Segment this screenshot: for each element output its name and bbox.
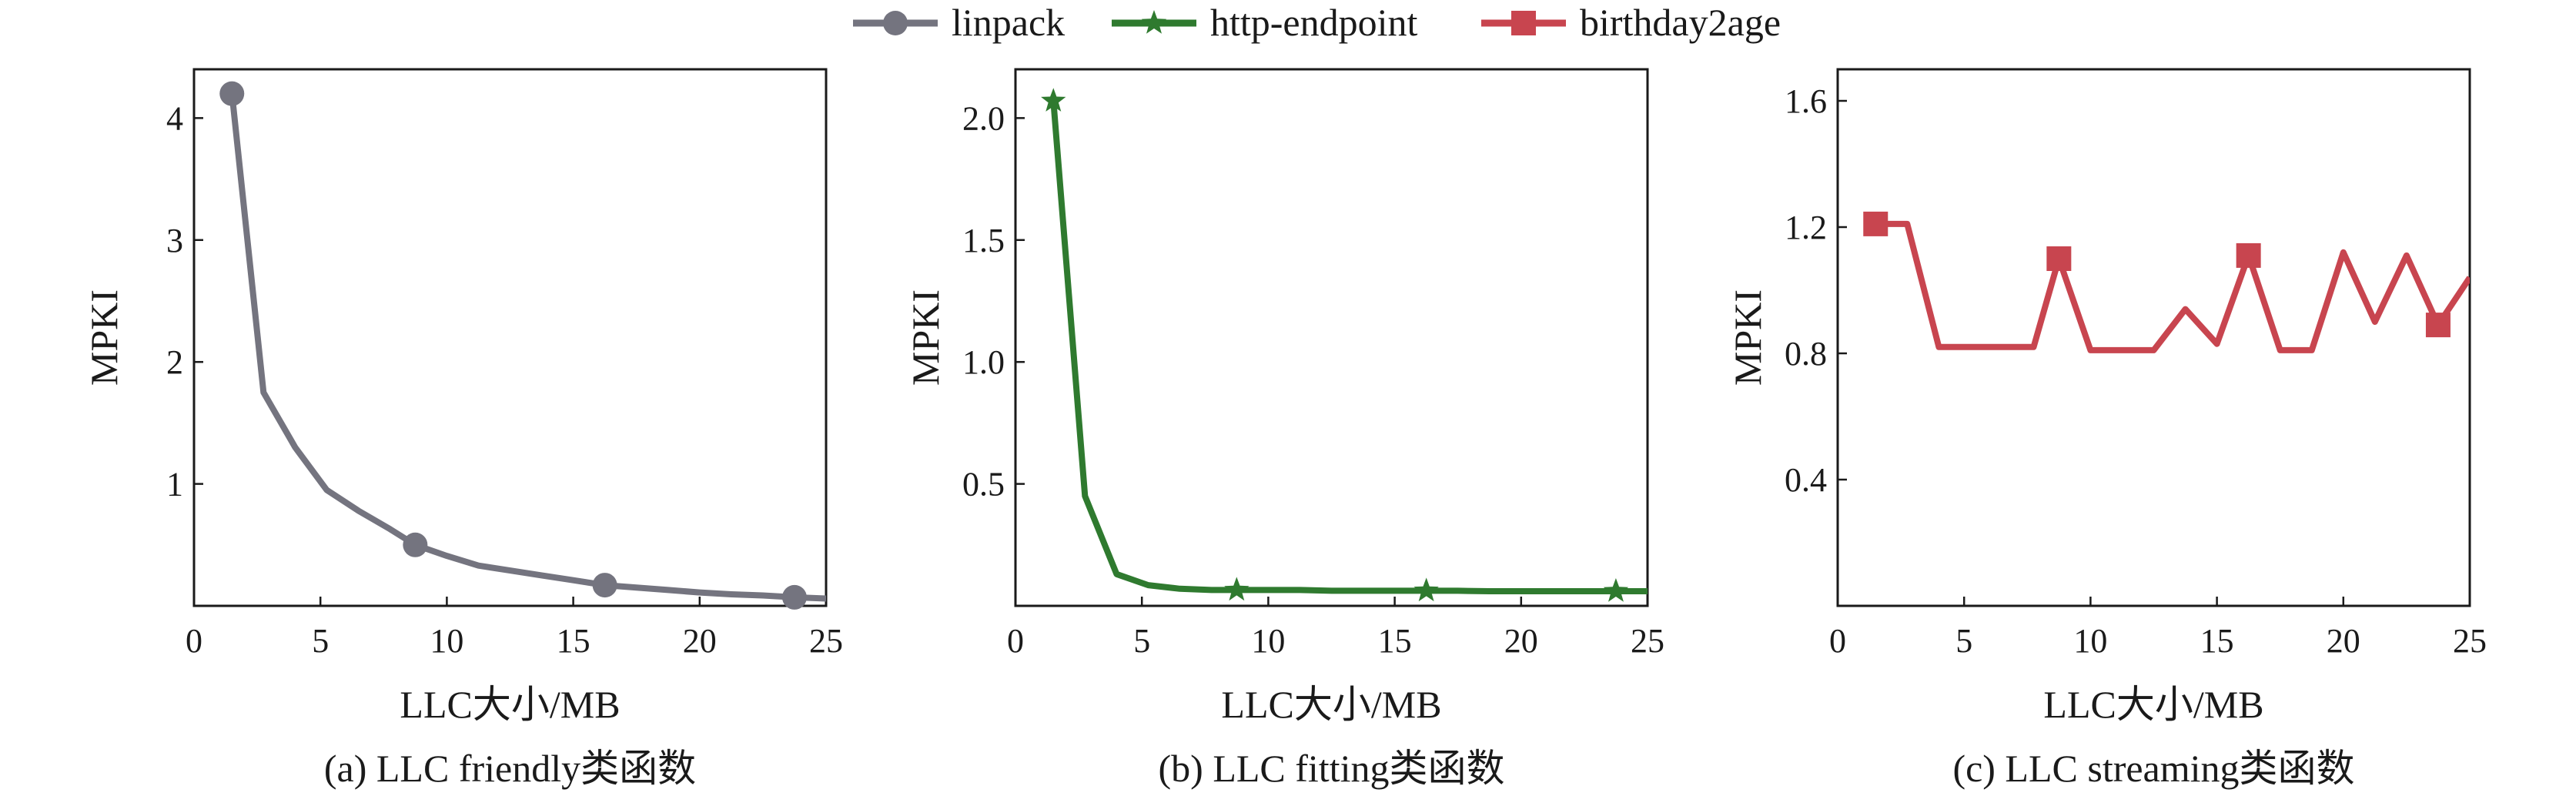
chart-panel-1: 0 5 10 15 20 25 1 2 3 4 MPKI LLC大小/MB (a) LLC friend… [82, 68, 843, 790]
x-tick-label: 20 [2327, 622, 2360, 660]
x-tick-label: 25 [1631, 622, 1664, 660]
y-tick-label: 3 [166, 222, 183, 259]
series-line-linpack [229, 93, 826, 602]
panel-caption: (b) LLC fitting类函数 [1159, 747, 1505, 790]
x-axis-label: LLC大小/MB [400, 683, 620, 726]
x-tick-label: 25 [809, 622, 843, 660]
x-tick-label: 0 [1007, 622, 1024, 660]
x-tick-label: 5 [1133, 622, 1150, 660]
y-axis-label: MPKI [1726, 289, 1769, 386]
y-tick-label: 1.6 [1785, 82, 1827, 120]
x-tick-label: 25 [2453, 622, 2487, 660]
x-tick-label: 20 [683, 622, 717, 660]
y-tick-label: 1.5 [962, 222, 1005, 259]
y-tick-label: 1.0 [962, 343, 1005, 381]
data-point-linpack [592, 573, 617, 598]
x-tick-label: 10 [1251, 622, 1285, 660]
chart-panel-3: 0 5 10 15 20 25 0.4 0.8 1.2 1.6 MPKI LLC大小/MB (c) LL… [1726, 68, 2487, 790]
y-axis-label: MPKI [82, 289, 125, 386]
y-tick-label: 0.8 [1785, 335, 1827, 373]
y-tick-label: 1 [166, 466, 183, 503]
x-tick-label: 0 [1829, 622, 1846, 660]
data-point-http-endpoint [1041, 88, 1066, 112]
y-tick-label: 0.4 [1785, 461, 1827, 499]
x-tick-label: 10 [430, 622, 463, 660]
data-point-http-endpoint [1603, 578, 1629, 602]
data-point-birthday2age [2236, 242, 2261, 268]
data-point-linpack [219, 81, 245, 106]
x-tick-label: 15 [557, 622, 590, 660]
data-point-http-endpoint [1224, 577, 1250, 601]
x-tick-label: 10 [2073, 622, 2107, 660]
plot-frame [1836, 68, 2471, 607]
y-tick-label: 4 [166, 99, 183, 137]
data-point-birthday2age [1863, 211, 1889, 236]
series-line-http-endpoint [1050, 100, 1648, 594]
y-tick-label: 2.0 [962, 99, 1005, 137]
x-tick-label: 15 [1378, 622, 1412, 660]
chart-panel-2: 0 5 10 15 20 25 0.5 1.0 1.5 2.0 MPKI LLC大小/MB (b) LL… [904, 68, 1664, 790]
x-tick-label: 5 [312, 622, 329, 660]
panel-caption: (c) LLC streaming类函数 [1952, 747, 2354, 790]
legend-label: http-endpoint [1210, 1, 1418, 44]
legend: linpack http-endpoint birthday2age [853, 1, 1781, 44]
legend-item-birthday2age: birthday2age [1481, 1, 1781, 44]
data-point-http-endpoint [1413, 577, 1439, 602]
legend-item-linpack: linpack [853, 1, 1065, 44]
data-point-birthday2age [2425, 313, 2451, 338]
legend-marker [1511, 11, 1536, 35]
x-tick-label: 15 [2200, 622, 2234, 660]
x-tick-label: 5 [1955, 622, 1972, 660]
x-axis-label: LLC大小/MB [2043, 683, 2263, 726]
plot-frame [192, 68, 828, 607]
y-axis-label: MPKI [904, 289, 947, 386]
y-tick-label: 0.5 [962, 466, 1005, 503]
legend-label: birthday2age [1580, 1, 1781, 44]
series-line-birthday2age [1875, 220, 2470, 353]
legend-label: linpack [952, 1, 1065, 44]
panel-caption: (a) LLC friendly类函数 [324, 747, 696, 790]
y-tick-label: 1.2 [1785, 209, 1827, 246]
legend-item-http-endpoint: http-endpoint [1112, 1, 1418, 44]
y-tick-label: 2 [166, 343, 183, 381]
data-point-linpack [403, 532, 428, 557]
x-tick-label: 20 [1504, 622, 1538, 660]
x-axis-label: LLC大小/MB [1221, 683, 1441, 726]
data-point-linpack [781, 584, 807, 610]
legend-marker [883, 11, 908, 35]
data-point-birthday2age [2046, 246, 2072, 271]
x-tick-label: 0 [186, 622, 202, 660]
legend-marker [1141, 10, 1167, 34]
plot-frame [1014, 68, 1649, 607]
